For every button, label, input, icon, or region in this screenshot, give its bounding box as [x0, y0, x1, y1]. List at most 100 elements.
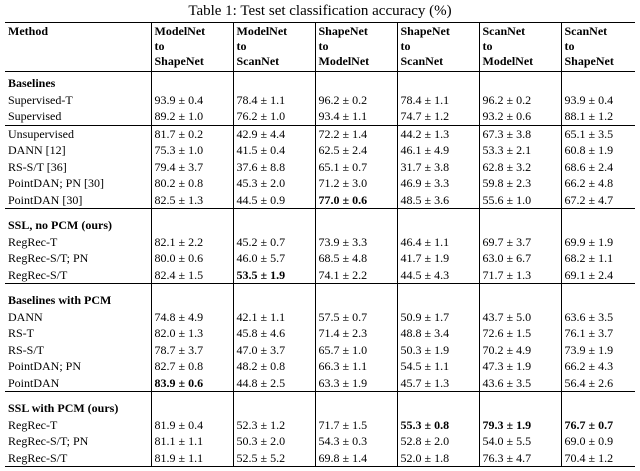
- value-cell: 52.8 ± 2.0: [396, 433, 479, 450]
- column-header-line: ScanNet: [400, 54, 444, 68]
- method-cell: RS-T: [8, 326, 35, 340]
- method-cell: PointDAN; PN: [8, 359, 82, 373]
- value-cell: 73.9 ± 3.3: [314, 233, 397, 250]
- value-cell: 59.8 ± 2.3: [478, 175, 561, 192]
- value-cell: 45.3 ± 2.0: [232, 175, 315, 192]
- empty-cell: [560, 208, 635, 234]
- column-header-4: ScanNet to ModelNet: [478, 22, 561, 72]
- value-cell: 50.3 ± 2.0: [232, 433, 315, 450]
- value-cell: 48.5 ± 3.6: [396, 191, 479, 209]
- value-cell: 46.4 ± 1.1: [396, 233, 479, 250]
- value-cell: 76.1 ± 3.7: [560, 325, 635, 342]
- value-cell: 46.0 ± 5.7: [232, 250, 315, 267]
- value-cell: 69.0 ± 0.9: [560, 433, 635, 450]
- empty-cell: [150, 283, 233, 309]
- column-header-5: ScanNet to ShapeNet: [560, 22, 635, 72]
- method-cell: RegRec-S/T: [8, 450, 68, 465]
- table-row: PointDAN 83.9 ± 0.6 44.8 ± 2.5 63.3 ± 1.9 45…: [5, 374, 635, 392]
- value-cell: 83.9 ± 0.6: [150, 374, 233, 392]
- table-row: RegRec-S/T; PN 81.1 ± 1.1 50.3 ± 2.0 54.3 ±…: [5, 433, 635, 450]
- section-header-row: Baselines with PCM: [5, 283, 635, 309]
- column-header-line: ShapeNet: [564, 54, 614, 68]
- column-header-line: to: [400, 39, 411, 53]
- table-row: DANN 74.8 ± 4.9 42.1 ± 1.1 57.5 ± 0.7 50.9 ±…: [5, 308, 635, 325]
- value-cell: 79.3 ± 1.9: [478, 416, 561, 433]
- value-cell: 80.0 ± 0.6: [150, 250, 233, 267]
- empty-cell: [396, 391, 479, 417]
- column-header-2: ShapeNet to ModelNet: [314, 22, 397, 72]
- value-cell: 48.8 ± 3.4: [396, 325, 479, 342]
- value-cell: 52.0 ± 1.8: [396, 449, 479, 467]
- table-row: RegRec-S/T 81.9 ± 1.1 52.5 ± 5.2 69.8 ± 1.4…: [5, 449, 635, 467]
- column-header-line: ModelNet: [318, 54, 370, 68]
- value-cell: 65.1 ± 3.5: [560, 124, 635, 142]
- empty-cell: [478, 391, 561, 417]
- table-header: Method ModelNet to ShapeNet ModelNet to ScanNe…: [5, 22, 635, 72]
- section-header-row: Baselines: [5, 71, 635, 92]
- value-cell: 74.1 ± 2.2: [314, 266, 397, 284]
- value-cell: 81.7 ± 0.2: [150, 124, 233, 142]
- column-header-1: ModelNet to ScanNet: [232, 22, 315, 72]
- value-cell: 69.8 ± 1.4: [314, 449, 397, 467]
- value-cell: 47.3 ± 1.9: [478, 358, 561, 375]
- column-header-line: ScanNet: [236, 54, 280, 68]
- method-cell: RegRec-T: [8, 234, 58, 249]
- value-cell: 44.8 ± 2.5: [232, 374, 315, 392]
- value-cell: 62.5 ± 2.4: [314, 142, 397, 159]
- table-row: Supervised-T 93.9 ± 0.4 78.4 ± 1.1 96.2 ± 0…: [5, 91, 635, 108]
- table-body: Baselines Supervised-T 93.9 ± 0.4 78.4 ± 1.…: [5, 71, 635, 467]
- empty-cell: [478, 208, 561, 234]
- value-cell: 63.3 ± 1.9: [314, 374, 397, 392]
- value-cell: 76.2 ± 1.0: [232, 108, 315, 125]
- section-header-row: SSL, no PCM (ours): [5, 208, 635, 234]
- table-caption: Table 1: Test set classification accurac…: [188, 3, 452, 19]
- value-cell: 55.3 ± 0.8: [396, 416, 479, 433]
- value-cell: 74.7 ± 1.2: [396, 108, 479, 125]
- column-header-line: ShapeNet: [154, 54, 204, 68]
- value-cell: 46.9 ± 3.3: [396, 175, 479, 192]
- value-cell: 74.8 ± 4.9: [150, 308, 233, 325]
- value-cell: 68.6 ± 2.4: [560, 158, 635, 175]
- empty-cell: [314, 71, 397, 92]
- value-cell: 78.4 ± 1.1: [396, 91, 479, 108]
- column-header-line: ShapeNet: [318, 24, 368, 38]
- value-cell: 81.9 ± 0.4: [150, 416, 233, 433]
- value-cell: 56.4 ± 2.6: [560, 374, 635, 392]
- value-cell: 41.5 ± 0.4: [232, 142, 315, 159]
- value-cell: 53.3 ± 2.1: [478, 142, 561, 159]
- value-cell: 50.3 ± 1.9: [396, 341, 479, 358]
- value-cell: 54.0 ± 5.5: [478, 433, 561, 450]
- table-row: PointDAN; PN 82.7 ± 0.8 48.2 ± 0.8 66.3 ± 1…: [5, 358, 635, 375]
- section-header: Baselines: [8, 76, 56, 90]
- value-cell: 65.1 ± 0.7: [314, 158, 397, 175]
- value-cell: 81.1 ± 1.1: [150, 433, 233, 450]
- column-header-line: ModelNet: [236, 24, 288, 38]
- method-cell: PointDAN; PN [30]: [8, 176, 105, 190]
- value-cell: 88.1 ± 1.2: [560, 108, 635, 125]
- value-cell: 54.5 ± 1.1: [396, 358, 479, 375]
- value-cell: 75.3 ± 1.0: [150, 142, 233, 159]
- column-header-line: ShapeNet: [400, 24, 450, 38]
- method-cell: DANN: [8, 309, 43, 324]
- value-cell: 93.9 ± 0.4: [150, 91, 233, 108]
- value-cell: 52.5 ± 5.2: [232, 449, 315, 467]
- empty-cell: [396, 71, 479, 92]
- value-cell: 78.4 ± 1.1: [232, 91, 315, 108]
- value-cell: 93.2 ± 0.6: [478, 108, 561, 125]
- empty-cell: [150, 208, 233, 234]
- table-row: RS-S/T 78.7 ± 3.7 47.0 ± 3.7 65.7 ± 1.0 50.3…: [5, 341, 635, 358]
- value-cell: 69.9 ± 1.9: [560, 233, 635, 250]
- table-row: RegRec-S/T 82.4 ± 1.5 53.5 ± 1.9 74.1 ± 2.2…: [5, 266, 635, 284]
- method-cell: RS-S/T [36]: [8, 159, 67, 174]
- table-row: RS-S/T [36] 79.4 ± 3.7 37.6 ± 8.8 65.1 ± 0.…: [5, 158, 635, 175]
- empty-cell: [150, 391, 233, 417]
- column-header-line: ScanNet: [564, 24, 608, 38]
- empty-cell: [232, 391, 315, 417]
- value-cell: 45.8 ± 4.6: [232, 325, 315, 342]
- method-cell: PointDAN [30]: [8, 192, 83, 207]
- header-row: Method ModelNet to ShapeNet ModelNet to ScanNe…: [5, 22, 635, 72]
- table-row: PointDAN [30] 82.5 ± 1.3 44.5 ± 0.9 77.0 ± …: [5, 191, 635, 209]
- column-header-line: to: [236, 39, 247, 53]
- method-cell: RegRec-T: [8, 417, 58, 432]
- value-cell: 70.4 ± 1.2: [560, 449, 635, 467]
